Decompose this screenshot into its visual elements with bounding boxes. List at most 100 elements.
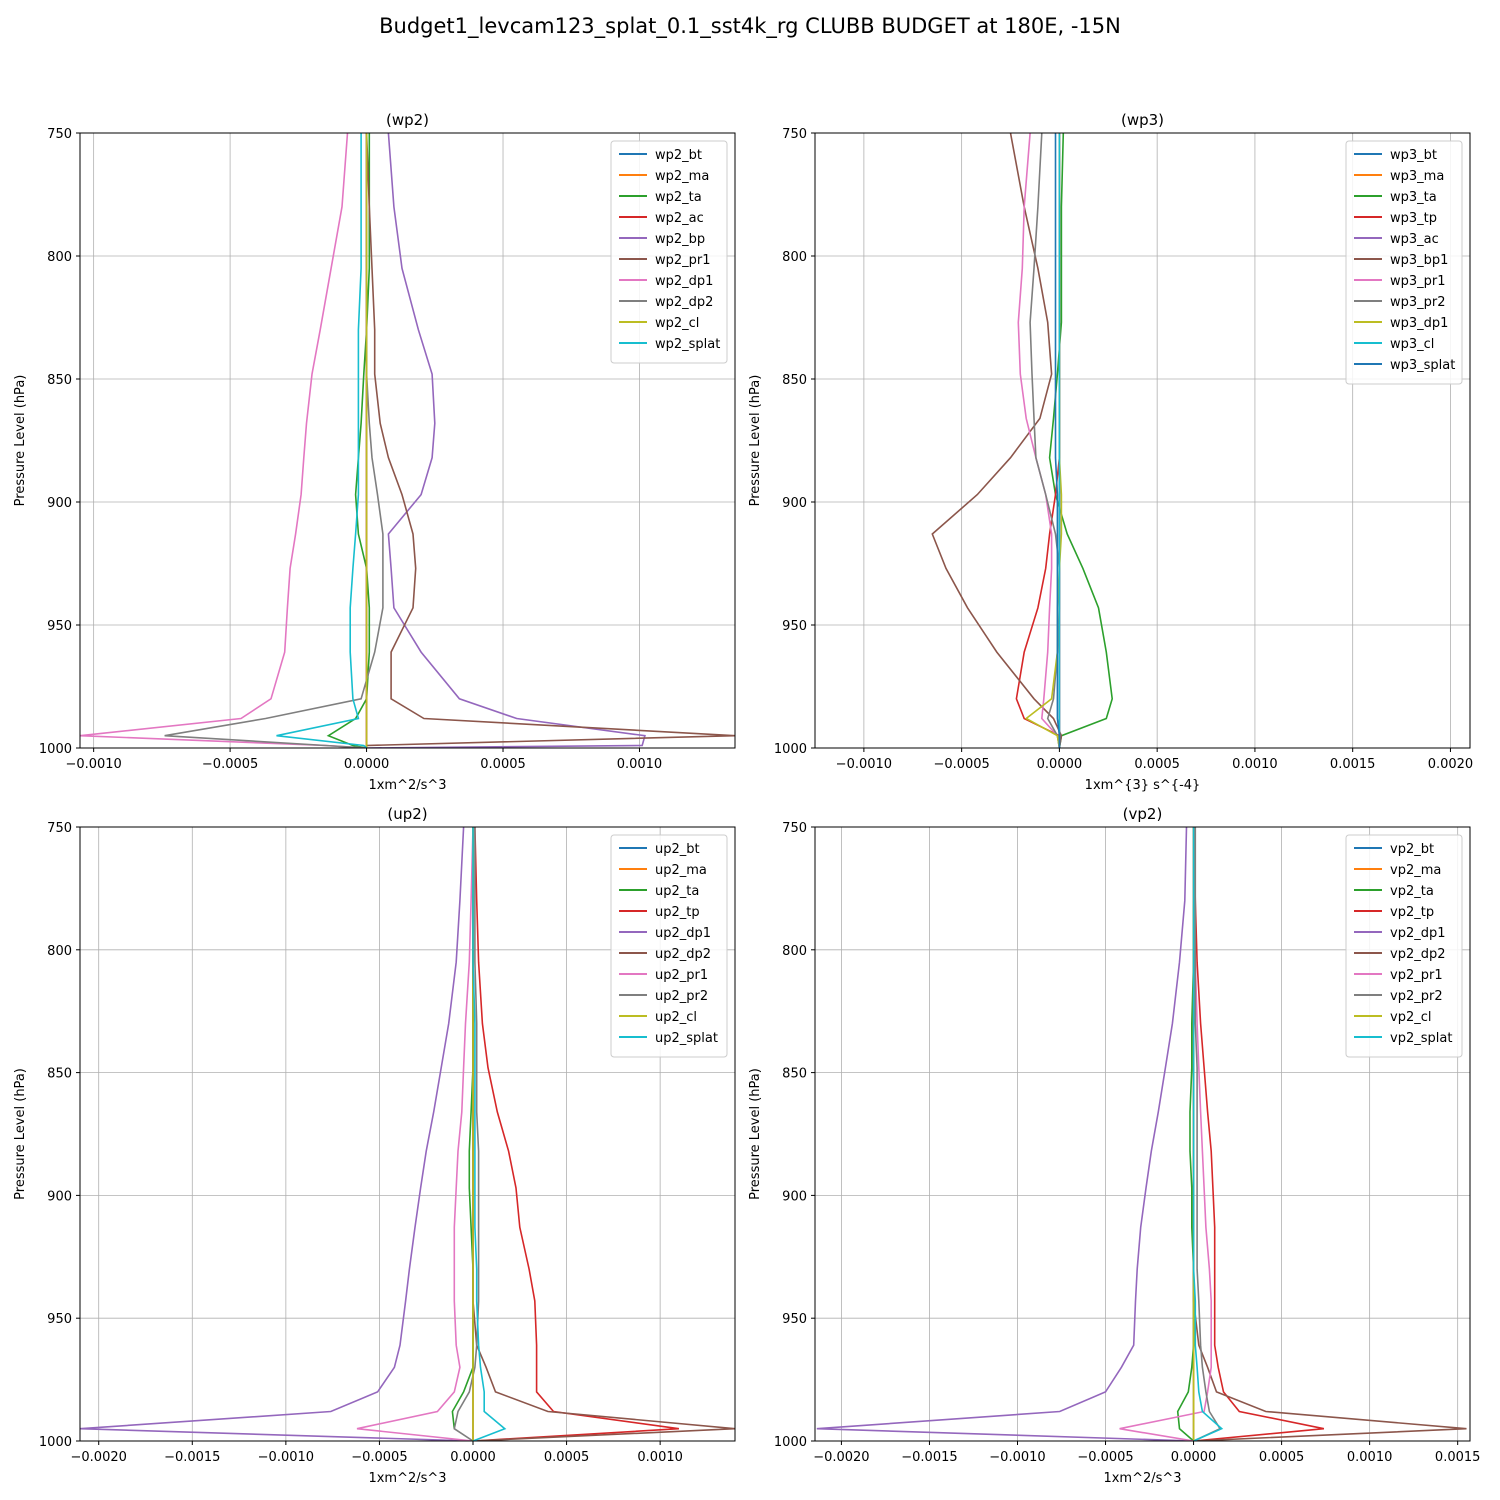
legend: wp3_bt wp3_ma wp3_ta wp3_tp wp3_ac wp3_bp1 wp3…	[1345, 140, 1463, 385]
legend-entry: wp2_splat	[655, 337, 720, 352]
plot-frame	[814, 826, 1471, 1442]
y-tick-label: 900	[782, 496, 807, 511]
y-tick-label: 950	[47, 619, 72, 634]
x-axis-label: 1xm^{3} s^{-4}	[1085, 778, 1201, 793]
y-tick-label: 800	[782, 250, 807, 265]
legend-entry: vp2_bt	[1390, 842, 1434, 857]
x-tick-label: 0.0020	[1428, 757, 1474, 772]
panel-title: (up2)	[387, 805, 427, 823]
y-tick-label: 850	[47, 1067, 72, 1082]
series-line-vp2_pr2	[1193, 827, 1222, 1441]
panel-1: −0.0010 −0.0005 0.0000 0.0005 0.0010 0.0015 0.…	[748, 111, 1473, 793]
x-tick-label: −0.0005	[202, 757, 258, 772]
legend-entry: vp2_dp1	[1390, 926, 1446, 941]
legend-entry: vp2_pr1	[1390, 968, 1443, 983]
legend-entry: vp2_splat	[1390, 1031, 1452, 1046]
y-tick-label: 850	[47, 373, 72, 388]
legend-entry: vp2_dp2	[1390, 947, 1446, 962]
legend-entry: wp2_ta	[655, 190, 702, 205]
series-line-wp3_pr2	[1029, 133, 1061, 748]
legend-entry: wp3_splat	[1390, 358, 1455, 373]
legend-entry: wp2_bt	[655, 148, 702, 163]
series-line-wp2_bp	[366, 133, 646, 748]
x-tick-label: −0.0005	[1077, 1450, 1133, 1465]
x-axis-label: 1xm^2/s^3	[1103, 1471, 1181, 1486]
panel-2: −0.0020 −0.0015 −0.0010 −0.0005 0.0000 0.0005…	[13, 805, 736, 1486]
panel-title: (wp2)	[386, 111, 429, 129]
legend-entry: wp3_cl	[1390, 337, 1434, 352]
series-line-wp3_splat	[1054, 133, 1061, 748]
y-tick-label: 750	[47, 821, 72, 836]
x-tick-label: 0.0005	[1259, 1450, 1305, 1465]
y-tick-label: 1000	[774, 1435, 807, 1450]
y-tick-label: 900	[47, 1189, 72, 1204]
legend-entry: up2_dp1	[655, 926, 711, 941]
y-tick-label: 750	[782, 821, 807, 836]
y-tick-label: 1000	[39, 1435, 72, 1450]
y-axis-label: Pressure Level (hPa)	[748, 375, 763, 507]
x-tick-label: 0.0000	[1037, 757, 1083, 772]
legend-entry: up2_splat	[655, 1031, 718, 1046]
legend-entry: up2_pr1	[655, 968, 708, 983]
panel-title: (wp3)	[1121, 111, 1164, 129]
x-tick-label: −0.0010	[989, 1450, 1045, 1465]
legend-entry: wp3_bt	[1390, 148, 1437, 163]
legend: wp2_bt wp2_ma wp2_ta wp2_ac wp2_bp wp2_pr1 wp2…	[610, 140, 728, 364]
x-tick-label: 0.0005	[1134, 757, 1180, 772]
y-tick-label: 850	[782, 1067, 807, 1082]
x-tick-label: −0.0010	[65, 757, 121, 772]
series-line-vp2_ta	[1176, 827, 1195, 1441]
legend-entry: wp2_dp2	[655, 295, 713, 310]
legend-entry: wp2_bp	[655, 232, 705, 247]
series-line-wp2_splat	[276, 133, 368, 748]
y-tick-label: 850	[782, 373, 807, 388]
legend-entry: wp3_dp1	[1390, 316, 1448, 331]
x-tick-label: −0.0020	[71, 1450, 127, 1465]
legend-entry: vp2_pr2	[1390, 989, 1443, 1004]
x-tick-label: 0.0010	[1347, 1450, 1393, 1465]
legend-entry: up2_dp2	[655, 947, 711, 962]
series-line-vp2_dp1	[816, 827, 1194, 1441]
legend-entry: wp3_ma	[1390, 169, 1444, 184]
legend-entry: wp3_tp	[1390, 211, 1437, 226]
panel-3: −0.0020 −0.0015 −0.0010 −0.0005 0.0000 0.0005…	[748, 805, 1480, 1486]
legend: vp2_bt vp2_ma vp2_ta vp2_tp vp2_dp1 vp2_dp2vp…	[1345, 834, 1463, 1058]
y-tick-label: 1000	[774, 742, 807, 757]
x-tick-label: 0.0010	[637, 1450, 683, 1465]
legend-entry: wp2_cl	[655, 316, 699, 331]
legend-entry: up2_ta	[655, 884, 699, 899]
series-line-vp2_tp	[1192, 827, 1325, 1441]
series-line-vp2_splat	[1192, 827, 1224, 1441]
x-tick-label: 0.0000	[450, 1450, 496, 1465]
plot-frame	[814, 132, 1471, 749]
x-tick-label: −0.0010	[836, 757, 892, 772]
y-axis-label: Pressure Level (hPa)	[13, 1068, 28, 1200]
x-tick-label: −0.0005	[933, 757, 989, 772]
legend-entry: wp3_ac	[1390, 232, 1439, 247]
series-line-wp2_ta	[326, 133, 371, 748]
plot-frame	[79, 132, 736, 749]
x-tick-label: −0.0015	[901, 1450, 957, 1465]
x-tick-label: −0.0010	[258, 1450, 314, 1465]
legend-entry: up2_pr2	[655, 989, 708, 1004]
y-axis-label: Pressure Level (hPa)	[13, 375, 28, 507]
x-tick-label: −0.0005	[351, 1450, 407, 1465]
x-tick-label: 0.0005	[480, 757, 526, 772]
y-tick-label: 750	[782, 127, 807, 142]
x-tick-label: −0.0015	[164, 1450, 220, 1465]
x-tick-label: 0.0010	[1232, 757, 1278, 772]
panel-0: −0.0010 −0.0005 0.0000 0.0005 0.0010 750 800 85…	[13, 111, 736, 793]
x-tick-label: 0.0000	[344, 757, 390, 772]
legend-entry: vp2_ta	[1390, 884, 1434, 899]
legend-entry: vp2_ma	[1390, 863, 1441, 878]
y-tick-label: 900	[782, 1189, 807, 1204]
legend-entry: up2_bt	[655, 842, 700, 857]
series-line-wp3_bp1	[931, 133, 1063, 748]
legend-entry: wp3_ta	[1390, 190, 1437, 205]
x-axis-label: 1xm^2/s^3	[368, 1471, 446, 1486]
legend-entry: wp2_ma	[655, 169, 709, 184]
x-tick-label: −0.0020	[813, 1450, 869, 1465]
legend-entry: wp2_ac	[655, 211, 704, 226]
legend-box	[1345, 140, 1463, 385]
series-line-wp2_dp1	[80, 133, 367, 748]
